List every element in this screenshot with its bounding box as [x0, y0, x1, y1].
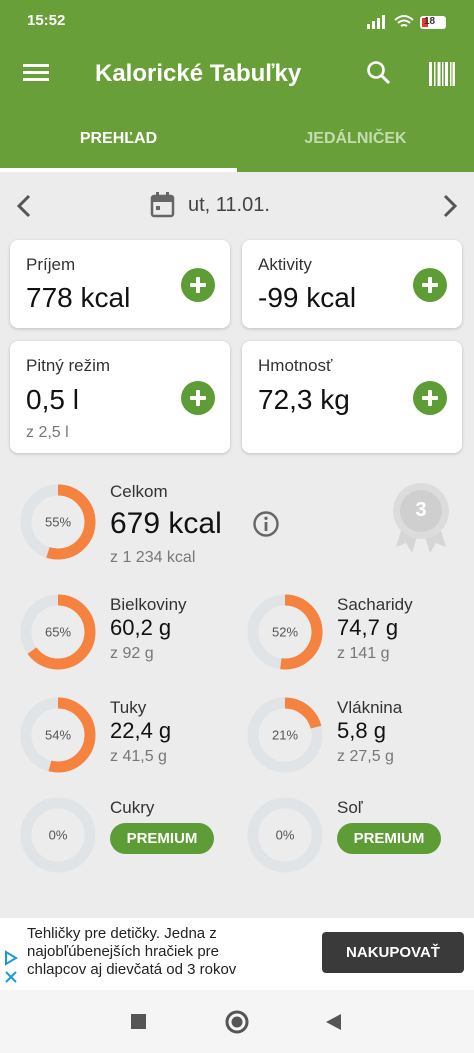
- date[interactable]: ut, 11.01.: [188, 194, 270, 216]
- ad-button[interactable]: NAKUPOVAŤ: [322, 932, 464, 973]
- ring-progress: [20, 697, 96, 773]
- nutrient-label: Sacharidy: [337, 595, 413, 614]
- status-icons: [367, 15, 446, 29]
- ring-track: [20, 797, 96, 873]
- card-label: Pitný režim: [26, 356, 111, 375]
- ring-percent: 0%: [276, 827, 295, 842]
- ad-line: Tehličky pre detičky. Jedna z: [27, 925, 217, 942]
- medal: [393, 483, 449, 553]
- summary-label: Celkom: [110, 482, 168, 501]
- header: [0, 0, 474, 172]
- nutrient-label: Cukry: [110, 798, 155, 817]
- card-goal: z 2,5 l: [26, 424, 69, 441]
- ring-progress: [247, 594, 323, 670]
- nutrient-label: Vláknina: [337, 698, 403, 717]
- card-value: -99 kcal: [258, 282, 357, 313]
- card-value: 72,3 kg: [258, 384, 350, 415]
- status-time: 15:52: [27, 12, 66, 29]
- info-button[interactable]: [252, 510, 280, 538]
- ring-percent: 55%: [45, 514, 71, 529]
- card-label: Príjem: [26, 255, 76, 274]
- add-button[interactable]: [181, 268, 215, 302]
- tab[interactable]: PREHĽAD: [79, 130, 158, 147]
- ring-progress: [247, 697, 323, 773]
- add-button[interactable]: [181, 381, 215, 415]
- barcode-button[interactable]: [429, 62, 455, 86]
- card-value: 0,5 l: [26, 384, 79, 415]
- nutrient-label: Soľ: [337, 798, 363, 817]
- ad-icons: [5, 950, 18, 983]
- ring-percent: 21%: [272, 727, 298, 742]
- premium-button[interactable]: PREMIUM: [337, 823, 441, 854]
- nutrient-goal: z 41,5 g: [110, 748, 167, 765]
- nutrient-value: 22,4 g: [110, 718, 172, 743]
- card[interactable]: Pitný režim 0,5 l z 2,5 l: [10, 341, 230, 453]
- search-button[interactable]: [366, 60, 392, 86]
- ring-progress: [20, 484, 96, 560]
- nav-buttons[interactable]: [128, 1010, 348, 1034]
- card-value: 778 kcal: [26, 282, 131, 313]
- nutrient-goal: z 27,5 g: [337, 748, 394, 765]
- ad-line: najobľúbenejších hračiek pre: [27, 943, 219, 960]
- ring-progress: [20, 594, 96, 670]
- premium-button[interactable]: PREMIUM: [110, 823, 214, 854]
- card-label: Aktivity: [258, 255, 312, 274]
- tab[interactable]: JEDÁLNIČEK: [304, 130, 407, 147]
- next-day[interactable]: [440, 193, 460, 219]
- app-title: Kalorické Tabuľky: [95, 60, 302, 87]
- ring-percent: 52%: [272, 624, 298, 639]
- card[interactable]: Hmotnosť 72,3 kg: [242, 341, 462, 453]
- ad-line: chlapcov aj dievčatá od 3 rokov: [27, 961, 237, 978]
- ad-text: Tehličky pre detičky. Jedna z najobľúben…: [27, 925, 236, 979]
- nutrient-goal: z 92 g: [110, 645, 154, 662]
- nutrient-label: Tuky: [110, 698, 147, 717]
- menu-button[interactable]: [23, 62, 51, 84]
- add-button[interactable]: [413, 381, 447, 415]
- card[interactable]: Aktivity -99 kcal: [242, 240, 462, 328]
- card[interactable]: Príjem 778 kcal: [10, 240, 230, 328]
- ring-percent: 54%: [45, 727, 71, 742]
- add-button[interactable]: [413, 268, 447, 302]
- ring-percent: 0%: [49, 827, 68, 842]
- battery-level: 18: [424, 16, 436, 27]
- prev-day[interactable]: [14, 193, 34, 219]
- card-label: Hmotnosť: [258, 356, 333, 375]
- calendar-icon: [150, 192, 175, 218]
- nutrient-goal: z 141 g: [337, 645, 390, 662]
- nutrient-value: 5,8 g: [337, 718, 386, 743]
- ring-percent: 65%: [45, 624, 71, 639]
- tab-indicator: [0, 168, 237, 172]
- ring-track: [247, 797, 323, 873]
- summary-value: 679 kcal: [110, 507, 222, 540]
- summary-goal: z 1 234 kcal: [110, 549, 196, 566]
- nutrient-label: Bielkoviny: [110, 595, 187, 614]
- nutrient-value: 60,2 g: [110, 615, 172, 640]
- nutrient-value: 74,7 g: [337, 615, 399, 640]
- medal-rank: 3: [415, 499, 427, 521]
